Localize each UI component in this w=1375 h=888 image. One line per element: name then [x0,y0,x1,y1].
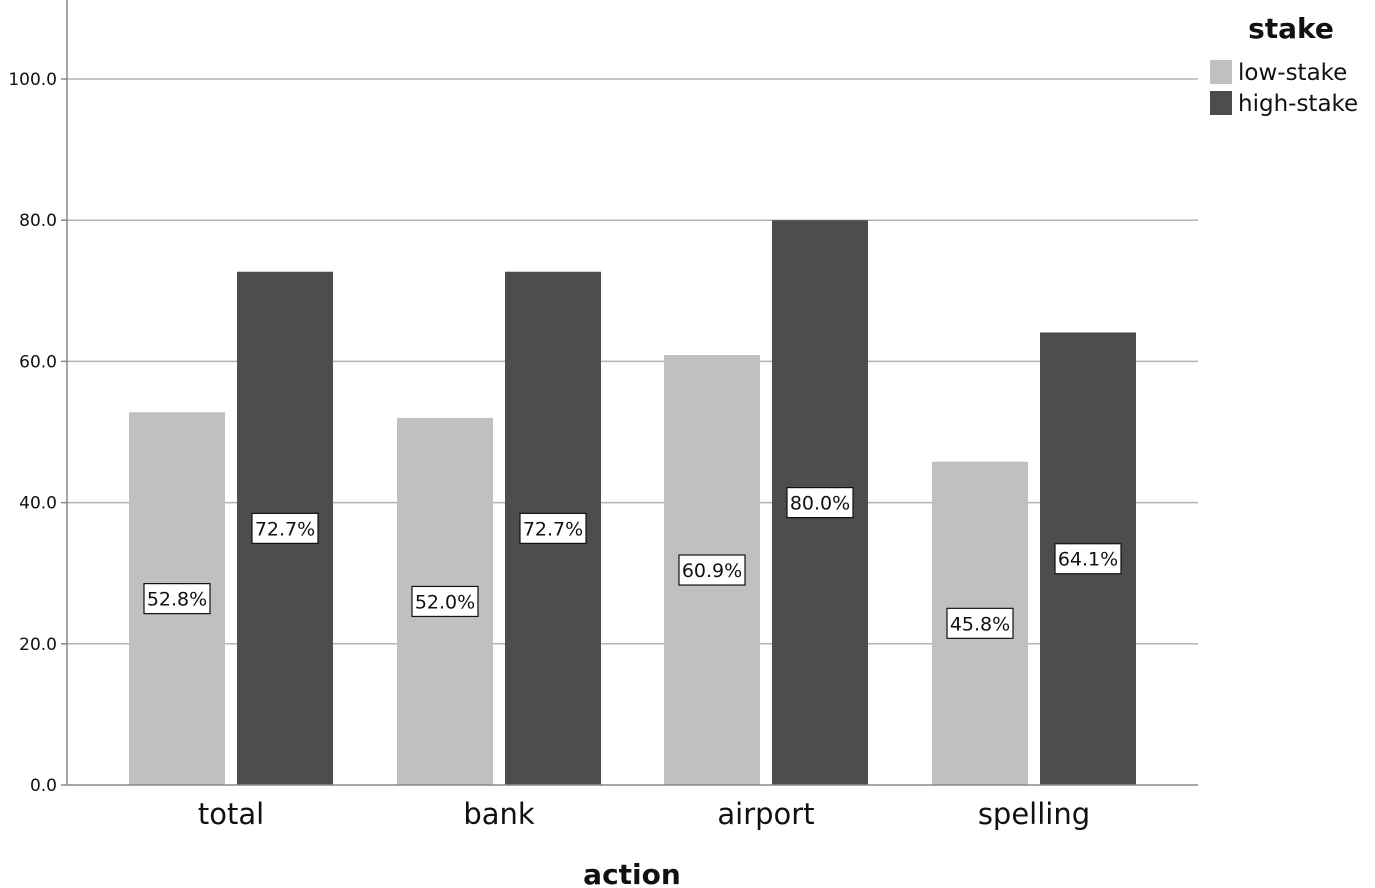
data-label: 72.7% [255,518,315,540]
data-label: 72.7% [523,518,583,540]
x-category-label: bank [463,797,535,831]
data-label: 60.9% [682,560,742,582]
data-label: 80.0% [790,493,850,515]
x-category-label: total [198,797,264,831]
data-label-box [786,487,854,519]
y-tick-label: 100.0 [8,70,57,90]
y-tick-label: 60.0 [19,352,57,372]
legend-label-low-stake: low-stake [1238,60,1347,86]
x-axis-title: action [583,858,681,888]
legend: stake low-stake high-stake [1210,12,1358,117]
axes [66,0,1198,786]
data-label: 45.8% [950,613,1010,635]
data-label: 52.0% [415,591,475,613]
data-label-box [678,554,746,586]
legend-title: stake [1248,12,1334,45]
legend-swatch-high-stake [1210,91,1232,115]
gridlines [67,78,1198,645]
y-tick-label: 0.0 [30,776,57,796]
y-tick-label: 40.0 [19,494,57,514]
x-category-label: airport [717,797,814,831]
y-axis-ticks: 0.0 20.0 40.0 60.0 80.0 100.0 [8,70,67,796]
data-labels: 52.8% 72.7% 52.0% 72.7% 60.9% 80.0% 45.8% 64.1% [143,487,1122,639]
data-label-box [946,607,1014,639]
x-category-label: spelling [978,797,1090,831]
data-label-box [519,512,587,544]
data-label: 64.1% [1058,549,1118,571]
legend-label-high-stake: high-stake [1238,91,1358,117]
legend-swatch-low-stake [1210,60,1232,84]
data-label-box [411,585,479,618]
data-label-box [1054,543,1122,575]
y-tick-label: 80.0 [19,211,57,231]
y-tick-label: 20.0 [19,635,57,655]
data-label-box [251,512,319,544]
data-label-box [143,583,211,615]
x-axis-categories: total bank airport spelling [198,797,1090,831]
data-label: 52.8% [147,589,207,611]
